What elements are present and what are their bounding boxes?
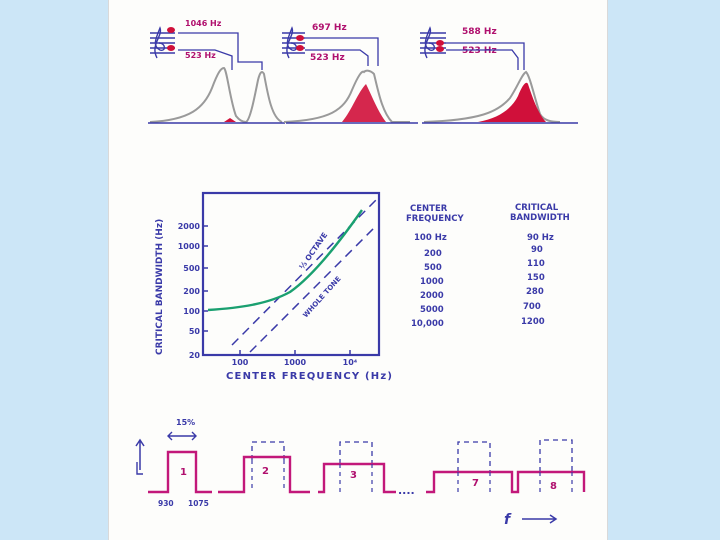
freq-label-lower: 523 Hz	[185, 51, 216, 60]
bandwidth-cell: 90 Hz	[527, 233, 554, 243]
third-octave-label: ⅓ OCTAVE	[297, 231, 329, 271]
overlap-area	[224, 118, 236, 122]
ellipsis: ....	[398, 484, 415, 497]
bandwidth-table: CENTER FREQUENCY CRITICAL BANDWIDTH 100 …	[406, 203, 570, 329]
overlap-area	[342, 84, 386, 122]
y-axis-label: CRITICAL BANDWIDTH (Hz)	[155, 219, 165, 355]
y-tick-label: 100	[183, 307, 200, 316]
note-upper	[167, 27, 175, 33]
center-freq-cell: 500	[424, 263, 442, 273]
panel-3: 588 Hz 523 Hz	[420, 26, 578, 124]
bandwidth-cell: 700	[523, 302, 541, 312]
band-number: 2	[262, 466, 269, 477]
col2-header-line1: CRITICAL	[515, 203, 559, 213]
freq-label-upper: 1046 Hz	[185, 19, 222, 28]
note-upper	[296, 35, 304, 41]
staff-1	[150, 26, 175, 59]
col1-header-line1: CENTER	[410, 204, 448, 214]
x-axis-label: CENTER FREQUENCY (Hz)	[226, 371, 393, 382]
width-arrow	[167, 431, 197, 441]
y-tick-label: 2000	[178, 222, 201, 231]
note-lower	[296, 45, 304, 51]
response-curve	[423, 70, 561, 123]
graph-frame	[201, 191, 381, 357]
center-freq-cell: 1000	[420, 277, 444, 287]
filter-band-1: 1	[148, 450, 212, 494]
whole-tone-label: WHOLE TONE	[302, 275, 343, 320]
y-ticks	[203, 225, 208, 332]
bandwidth-graph: CRITICAL BANDWIDTH (Hz) 2000 1000 500 20…	[155, 191, 393, 382]
staff-2	[282, 26, 305, 59]
note-upper	[436, 40, 444, 46]
y-tick-label: 20	[189, 351, 201, 360]
x-tick-label: 10⁴	[343, 358, 358, 367]
freq-label-lower: 523 Hz	[310, 53, 345, 63]
overlap-area	[478, 82, 546, 122]
y-tick-label: 1000	[178, 242, 201, 251]
percent-label: 15%	[176, 418, 195, 427]
bandwidth-cell: 90	[531, 245, 543, 255]
filter-band-7: 7	[426, 441, 516, 494]
freq-label-upper: 588 Hz	[462, 27, 497, 37]
center-freq-cell: 100 Hz	[414, 233, 447, 243]
band-number: 1	[180, 467, 187, 478]
freq-label-upper: 697 Hz	[312, 23, 347, 33]
right-freq-label: 1075	[188, 499, 209, 508]
y-tick-labels: 2000 1000 500 200 100 50 20	[178, 222, 201, 360]
amplitude-arrow	[135, 438, 145, 470]
panel-1: 1046 Hz 523 Hz	[148, 19, 285, 124]
f-axis-label: f	[504, 512, 512, 528]
filter-band-8: 8	[516, 439, 586, 494]
center-freq-cell: 2000	[420, 291, 444, 301]
left-freq-label: 930	[158, 499, 174, 508]
freq-label-lower: 523 Hz	[462, 46, 497, 56]
center-freq-cell: 5000	[420, 305, 444, 315]
y-tick-label: 500	[183, 264, 200, 273]
filter-band-2: 2	[218, 441, 310, 494]
col2-header-line2: BANDWIDTH	[510, 213, 570, 223]
y-tick-label: 50	[189, 327, 201, 336]
top-panels: 1046 Hz 523 Hz 697 Hz 523 Hz	[148, 19, 578, 124]
leader-line	[446, 42, 525, 70]
x-tick-label: 1000	[284, 358, 307, 367]
center-freq-cell: 10,000	[411, 319, 444, 329]
filter-band-3: 3	[318, 441, 396, 494]
note-lower	[436, 46, 444, 52]
x-ticks	[239, 350, 351, 355]
band-number: 7	[472, 478, 479, 489]
x-tick-label: 100	[232, 358, 249, 367]
critical-bandwidth-curve	[207, 209, 363, 312]
note-lower	[167, 45, 175, 51]
bandwidth-cell: 280	[526, 287, 544, 297]
response-curve	[149, 66, 283, 124]
y-tick-label: 200	[183, 287, 200, 296]
response-curve	[283, 69, 410, 123]
band-number: 3	[350, 470, 357, 481]
col1-header-line2: FREQUENCY	[406, 214, 464, 224]
center-freq-cell: 200	[424, 249, 442, 259]
band-number: 8	[550, 481, 557, 492]
bandwidth-cell: 150	[527, 273, 545, 283]
table-rows: 100 Hz 90 Hz 200 90 500 110 1000 150 200…	[411, 233, 554, 329]
bandwidth-cell: 1200	[521, 317, 545, 327]
filter-bank: 15% 1 2 3 .... 7 8	[135, 418, 586, 528]
f-axis-arrow	[522, 514, 558, 524]
leader-line	[305, 37, 379, 66]
x-tick-labels: 100 1000 10⁴	[232, 358, 358, 367]
bandwidth-cell: 110	[527, 259, 545, 269]
amplitude-symbol	[136, 462, 143, 475]
leader-line	[178, 32, 263, 70]
panel-2: 697 Hz 523 Hz	[282, 23, 418, 124]
